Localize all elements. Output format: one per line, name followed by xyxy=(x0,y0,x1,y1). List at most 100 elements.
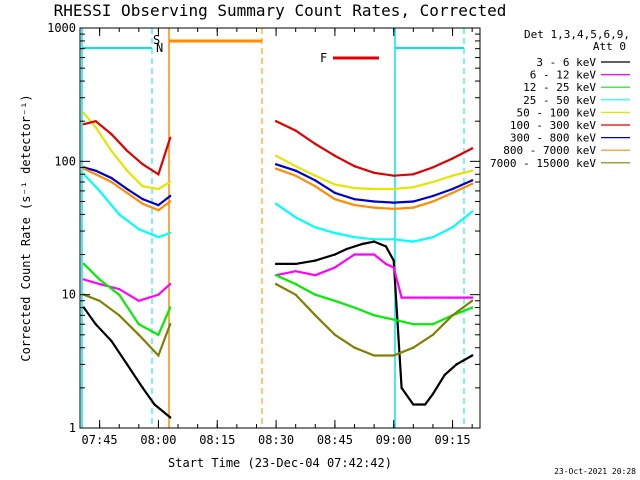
data-point xyxy=(333,299,337,302)
data-point xyxy=(372,206,376,209)
data-point xyxy=(470,169,474,172)
data-point xyxy=(392,174,395,177)
series-line xyxy=(83,263,172,337)
data-point xyxy=(400,386,403,390)
data-point xyxy=(141,197,144,201)
data-point xyxy=(274,202,278,206)
data-point xyxy=(412,173,415,176)
night-n-label: N xyxy=(156,41,163,55)
x-tick-label: 09:00 xyxy=(376,433,412,447)
series-line xyxy=(83,278,171,302)
data-point xyxy=(141,185,144,188)
data-point xyxy=(333,183,337,186)
data-point xyxy=(392,201,395,204)
data-point xyxy=(372,240,376,243)
data-point xyxy=(118,287,121,291)
data-point xyxy=(353,235,356,239)
data-point xyxy=(353,306,356,309)
data-point xyxy=(274,273,278,277)
time-markers: S N F xyxy=(81,28,465,428)
x-tick-label: 09:15 xyxy=(434,433,470,447)
data-point xyxy=(82,122,86,126)
data-point xyxy=(274,262,278,266)
data-point xyxy=(82,278,86,281)
data-point xyxy=(333,154,337,158)
data-point xyxy=(392,187,395,191)
data-point xyxy=(333,333,337,337)
legend-label: 6 - 12 keV xyxy=(530,69,597,82)
data-point xyxy=(274,154,278,158)
data-point xyxy=(157,235,160,239)
legend-label: 50 - 100 keV xyxy=(517,106,597,119)
data-point xyxy=(137,299,141,302)
data-point xyxy=(125,187,129,191)
data-point xyxy=(333,231,337,235)
data-point xyxy=(372,200,376,203)
data-point xyxy=(314,226,317,229)
data-point xyxy=(412,200,415,203)
data-point xyxy=(157,354,160,357)
legend-label: 100 - 300 keV xyxy=(510,119,596,132)
data-point xyxy=(470,299,474,302)
data-point xyxy=(470,179,474,182)
data-point xyxy=(361,242,364,246)
data-point xyxy=(412,185,415,189)
data-point xyxy=(423,403,427,406)
data-point xyxy=(314,314,317,317)
data-point xyxy=(98,189,101,193)
data-point xyxy=(110,149,113,152)
data-point xyxy=(447,296,450,299)
chart-title: RHESSI Observing Summary Count Rates, Co… xyxy=(54,1,507,20)
flare-f-label: F xyxy=(320,51,327,65)
data-point xyxy=(294,282,297,286)
data-point xyxy=(294,174,297,177)
data-point xyxy=(431,235,435,239)
data-point xyxy=(94,119,97,123)
legend-label: 3 - 6 keV xyxy=(536,56,596,69)
data-point xyxy=(94,126,97,129)
data-point xyxy=(451,157,454,160)
data-point xyxy=(94,173,97,176)
data-point xyxy=(118,293,121,296)
data-point xyxy=(168,231,172,235)
data-point xyxy=(470,354,474,357)
data-point xyxy=(392,238,395,241)
data-point xyxy=(118,314,121,317)
series-layer xyxy=(82,111,474,419)
data-point xyxy=(314,273,317,277)
data-point xyxy=(333,253,337,256)
series-line xyxy=(276,240,473,406)
data-point xyxy=(314,259,317,262)
data-point xyxy=(412,403,415,406)
data-point xyxy=(82,167,86,170)
data-point xyxy=(392,354,395,357)
saa-s-label: S xyxy=(153,33,160,47)
data-point xyxy=(353,346,356,349)
data-point xyxy=(431,333,435,337)
data-point xyxy=(372,187,376,191)
data-point xyxy=(470,296,474,299)
data-point xyxy=(431,180,435,184)
data-point xyxy=(314,174,317,177)
data-point xyxy=(372,238,376,241)
footer-date: 23-Oct-2021 20:28 xyxy=(554,467,636,476)
data-point xyxy=(274,163,278,166)
data-point xyxy=(110,176,113,180)
data-point xyxy=(353,203,356,207)
data-point xyxy=(333,197,337,201)
data-point xyxy=(157,187,160,191)
data-point xyxy=(294,262,297,266)
data-point xyxy=(168,180,172,184)
data-point xyxy=(470,182,474,185)
data-point xyxy=(294,164,297,168)
data-point xyxy=(157,203,160,207)
data-point xyxy=(157,293,160,296)
data-point xyxy=(400,296,403,299)
data-point xyxy=(294,269,297,273)
data-point xyxy=(110,132,113,136)
x-tick-label: 08:30 xyxy=(258,433,294,447)
data-point xyxy=(455,363,458,366)
data-point xyxy=(392,318,395,321)
y-axis-label: Corrected Count Rate (s⁻¹ detector⁻¹) xyxy=(19,94,33,361)
